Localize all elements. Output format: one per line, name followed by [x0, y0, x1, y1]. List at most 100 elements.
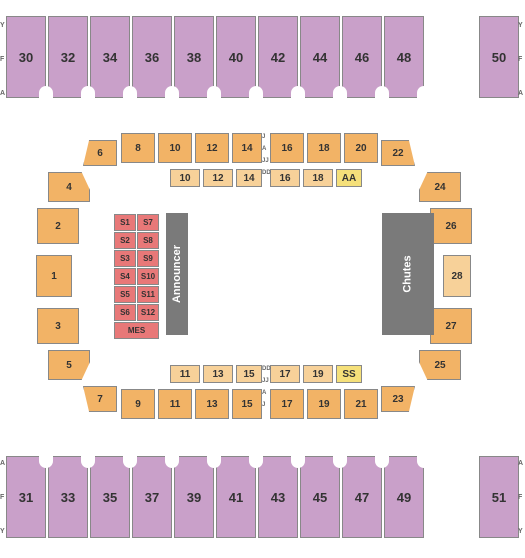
section-13[interactable]: 13 — [195, 389, 229, 419]
section-27[interactable]: 27 — [430, 308, 472, 344]
section-8[interactable]: 8 — [121, 133, 155, 163]
section-39[interactable]: 39 — [174, 456, 214, 538]
section-SS[interactable]: SS — [336, 365, 362, 383]
section-44[interactable]: 44 — [300, 16, 340, 98]
section-S12[interactable]: S12 — [137, 304, 159, 321]
axis-label: A — [518, 90, 523, 97]
section-AA[interactable]: AA — [336, 169, 362, 187]
section-17[interactable]: 17 — [270, 389, 304, 419]
block-announcer: Announcer — [166, 213, 188, 335]
section-43[interactable]: 43 — [258, 456, 298, 538]
row-marker: DD — [262, 366, 271, 372]
section-48[interactable]: 48 — [384, 16, 424, 98]
section-S9[interactable]: S9 — [137, 250, 159, 267]
section-4[interactable]: 4 — [48, 172, 90, 202]
row-marker: A — [262, 390, 266, 396]
section-11[interactable]: 11 — [158, 389, 192, 419]
section-45[interactable]: 45 — [300, 456, 340, 538]
section-49[interactable]: 49 — [384, 456, 424, 538]
axis-label: Y — [0, 22, 5, 29]
section-11[interactable]: 11 — [170, 365, 200, 383]
section-9[interactable]: 9 — [121, 389, 155, 419]
section-42[interactable]: 42 — [258, 16, 298, 98]
section-36[interactable]: 36 — [132, 16, 172, 98]
section-22[interactable]: 22 — [381, 140, 415, 166]
axis-label: Y — [518, 528, 523, 535]
block-chutes: Chutes — [382, 213, 434, 335]
section-1[interactable]: 1 — [36, 255, 72, 297]
row-marker: A — [262, 146, 266, 152]
axis-label: F — [0, 56, 4, 63]
seating-chart: 3032343638404244464850313335373941434547… — [0, 0, 525, 558]
section-14[interactable]: 14 — [236, 169, 262, 187]
section-31[interactable]: 31 — [6, 456, 46, 538]
axis-label: Y — [518, 22, 523, 29]
section-16[interactable]: 16 — [270, 169, 300, 187]
row-marker: J — [262, 134, 265, 140]
section-5[interactable]: 5 — [48, 350, 90, 380]
axis-label: F — [518, 494, 522, 501]
section-13[interactable]: 13 — [203, 365, 233, 383]
section-S6[interactable]: S6 — [114, 304, 136, 321]
section-35[interactable]: 35 — [90, 456, 130, 538]
section-32[interactable]: 32 — [48, 16, 88, 98]
section-S3[interactable]: S3 — [114, 250, 136, 267]
section-37[interactable]: 37 — [132, 456, 172, 538]
axis-label: F — [518, 56, 522, 63]
section-15[interactable]: 15 — [236, 365, 262, 383]
section-19[interactable]: 19 — [307, 389, 341, 419]
section-20[interactable]: 20 — [344, 133, 378, 163]
axis-label: A — [0, 460, 5, 467]
section-19[interactable]: 19 — [303, 365, 333, 383]
row-marker: DD — [262, 170, 271, 176]
section-S11[interactable]: S11 — [137, 286, 159, 303]
section-26[interactable]: 26 — [430, 208, 472, 244]
section-6[interactable]: 6 — [83, 140, 117, 166]
section-S8[interactable]: S8 — [137, 232, 159, 249]
section-17[interactable]: 17 — [270, 365, 300, 383]
section-12[interactable]: 12 — [203, 169, 233, 187]
section-38[interactable]: 38 — [174, 16, 214, 98]
section-S5[interactable]: S5 — [114, 286, 136, 303]
row-marker: JJ — [262, 378, 269, 384]
section-33[interactable]: 33 — [48, 456, 88, 538]
section-S7[interactable]: S7 — [137, 214, 159, 231]
section-3[interactable]: 3 — [37, 308, 79, 344]
section-51[interactable]: 51 — [479, 456, 519, 538]
section-12[interactable]: 12 — [195, 133, 229, 163]
block-label: Announcer — [171, 245, 183, 303]
section-S4[interactable]: S4 — [114, 268, 136, 285]
section-21[interactable]: 21 — [344, 389, 378, 419]
section-34[interactable]: 34 — [90, 16, 130, 98]
section-2[interactable]: 2 — [37, 208, 79, 244]
section-10[interactable]: 10 — [170, 169, 200, 187]
section-14[interactable]: 14 — [232, 133, 262, 163]
section-28[interactable]: 28 — [443, 255, 471, 297]
section-41[interactable]: 41 — [216, 456, 256, 538]
section-16[interactable]: 16 — [270, 133, 304, 163]
axis-label: F — [0, 494, 4, 501]
section-47[interactable]: 47 — [342, 456, 382, 538]
section-40[interactable]: 40 — [216, 16, 256, 98]
row-marker: JJ — [262, 158, 269, 164]
section-7[interactable]: 7 — [83, 386, 117, 412]
section-24[interactable]: 24 — [419, 172, 461, 202]
section-18[interactable]: 18 — [303, 169, 333, 187]
section-S1[interactable]: S1 — [114, 214, 136, 231]
section-MES[interactable]: MES — [114, 322, 159, 339]
block-label: Chutes — [402, 255, 414, 292]
section-10[interactable]: 10 — [158, 133, 192, 163]
axis-label: Y — [0, 528, 5, 535]
section-S10[interactable]: S10 — [137, 268, 159, 285]
section-15[interactable]: 15 — [232, 389, 262, 419]
section-50[interactable]: 50 — [479, 16, 519, 98]
section-23[interactable]: 23 — [381, 386, 415, 412]
axis-label: A — [518, 460, 523, 467]
row-marker: J — [262, 402, 265, 408]
section-46[interactable]: 46 — [342, 16, 382, 98]
section-30[interactable]: 30 — [6, 16, 46, 98]
section-25[interactable]: 25 — [419, 350, 461, 380]
axis-label: A — [0, 90, 5, 97]
section-S2[interactable]: S2 — [114, 232, 136, 249]
section-18[interactable]: 18 — [307, 133, 341, 163]
